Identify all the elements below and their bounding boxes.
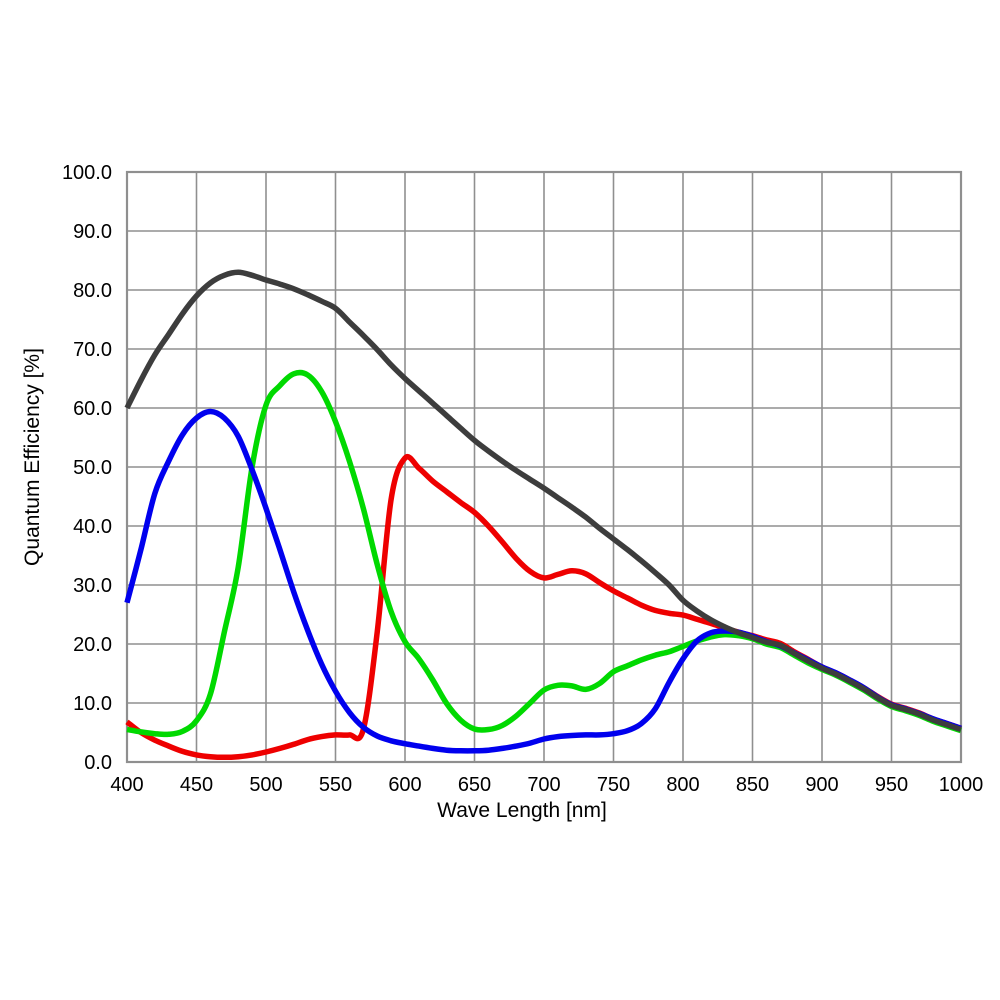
y-tick-label: 60.0 (73, 398, 112, 420)
x-tick-label: 450 (180, 774, 213, 796)
y-tick-label: 40.0 (73, 516, 112, 538)
y-tick-label: 0.0 (84, 752, 112, 774)
x-tick-label: 400 (110, 774, 143, 796)
x-tick-label: 900 (805, 774, 838, 796)
x-tick-label: 650 (458, 774, 491, 796)
series-layer (124, 269, 962, 761)
y-tick-label: 30.0 (73, 575, 112, 597)
x-tick-label: 700 (527, 774, 560, 796)
x-tick-label: 800 (666, 774, 699, 796)
x-tick-label: 950 (875, 774, 908, 796)
series-monochrome-line (124, 269, 962, 733)
y-tick-label: 90.0 (73, 221, 112, 243)
tick-label-layer: 400 450 500 550 600 650 700 750 800 850 900 950 1000… (62, 162, 983, 796)
x-tick-label: 750 (597, 774, 630, 796)
y-tick-label: 10.0 (73, 693, 112, 715)
y-tick-label: 50.0 (73, 457, 112, 479)
plot-border (125, 170, 963, 764)
x-tick-label: 1000 (939, 774, 984, 796)
y-tick-label: 100.0 (62, 162, 112, 184)
x-tick-label: 500 (249, 774, 282, 796)
y-tick-label: 70.0 (73, 339, 112, 361)
y-tick-label: 20.0 (73, 634, 112, 656)
x-tick-label: 550 (319, 774, 352, 796)
x-axis-title: Wave Length [nm] (437, 799, 607, 822)
x-tick-label: 600 (388, 774, 421, 796)
y-tick-label: 80.0 (73, 280, 112, 302)
y-axis-title: Quantum Efficiency [%] (21, 348, 44, 566)
x-tick-label: 850 (736, 774, 769, 796)
